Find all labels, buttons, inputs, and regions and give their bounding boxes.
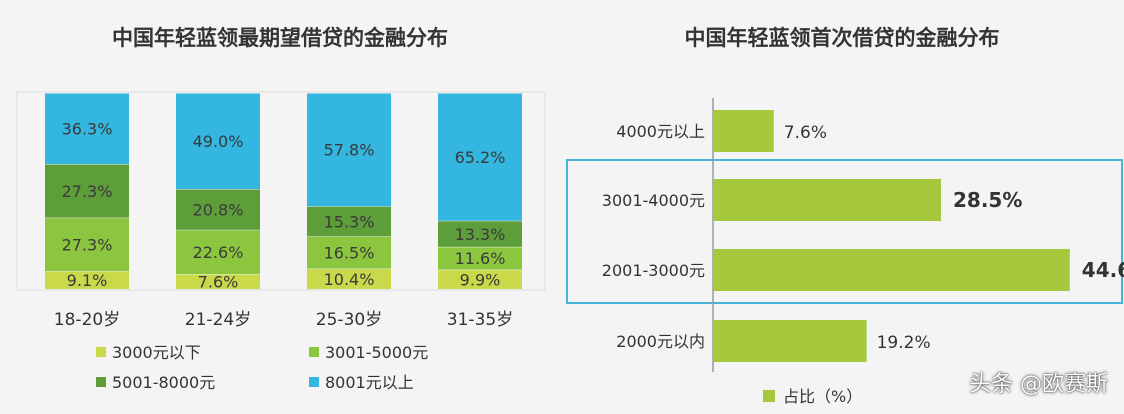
data-label: 36.3%	[62, 120, 113, 139]
bar-segment	[438, 269, 522, 289]
data-label: 13.3%	[455, 225, 506, 244]
category-label: 2001-3000元	[602, 261, 705, 280]
data-label: 22.6%	[193, 243, 244, 262]
legend-label: 5001-8000元	[112, 373, 215, 392]
bar-segment	[45, 217, 129, 272]
horizontal-bar-chart: 4000元以上 7.6% 3001-4000元 28.5% 2001-3000元 44.6…	[566, 98, 1124, 406]
category-label: 21-24岁	[185, 310, 251, 330]
data-label: 57.8%	[324, 141, 375, 160]
data-label: 20.8%	[193, 200, 244, 219]
bar-segment	[45, 93, 129, 165]
legend-swatch	[763, 390, 775, 402]
data-label: 10.4%	[324, 270, 375, 289]
legend-label: 8001元以上	[325, 373, 414, 392]
stacked-chart-title: 中国年轻蓝领最期望借贷的金融分布	[112, 26, 448, 50]
bar-segment	[307, 93, 391, 207]
legend-label: 3001-5000元	[325, 343, 428, 362]
data-label: 28.5%	[953, 188, 1022, 212]
data-label: 15.3%	[324, 212, 375, 231]
bar-segment	[45, 164, 129, 218]
data-label: 19.2%	[877, 333, 931, 353]
stacked-bar-chart: 9.1% 27.3% 27.3% 36.3% 18-20岁 7.6% 22.6% 20.8% 4…	[16, 91, 546, 392]
bar-segment	[307, 236, 391, 269]
bar	[713, 179, 941, 221]
bar-segment	[307, 268, 391, 289]
bar	[713, 320, 867, 362]
bar-segment	[307, 206, 391, 237]
category-label: 3001-4000元	[602, 191, 705, 210]
bar-segment	[438, 246, 522, 270]
legend-label: 3000元以下	[112, 343, 201, 362]
bar-segment	[176, 229, 260, 275]
data-label: 9.1%	[67, 271, 108, 290]
data-label: 11.6%	[455, 249, 506, 268]
data-label: 27.3%	[62, 182, 113, 201]
data-label: 65.2%	[455, 148, 506, 167]
bar	[713, 249, 1070, 291]
data-label: 9.9%	[460, 270, 501, 289]
category-label: 4000元以上	[616, 122, 705, 141]
horizontal-chart-panel: 中国年轻蓝领首次借贷的金融分布 4000元以上 7.6% 3001-4000元 28.…	[560, 0, 1124, 414]
data-label: 7.6%	[784, 123, 827, 143]
highlight-box	[566, 159, 1123, 304]
data-label: 44.6%	[1082, 258, 1124, 282]
bar-segment	[45, 271, 129, 289]
category-label: 18-20岁	[54, 310, 120, 330]
bar-segment	[438, 93, 522, 221]
bar-segment	[176, 93, 260, 190]
bar-segment	[176, 274, 260, 289]
legend-swatch	[309, 377, 319, 387]
watermark-text: 头条 @欧赛斯	[969, 372, 1108, 397]
bar-segment	[176, 189, 260, 230]
legend-swatch	[96, 347, 106, 357]
horizontal-chart-title: 中国年轻蓝领首次借贷的金融分布	[684, 26, 1000, 50]
category-label: 31-35岁	[447, 310, 513, 330]
bar-segment	[438, 220, 522, 247]
legend-swatch	[309, 347, 319, 357]
category-label: 2000元以内	[616, 332, 705, 351]
data-label: 7.6%	[198, 273, 239, 292]
data-label: 16.5%	[324, 243, 375, 262]
data-label: 27.3%	[62, 235, 113, 254]
plot-frame	[16, 91, 546, 291]
data-label: 49.0%	[193, 132, 244, 151]
category-label: 25-30岁	[316, 310, 382, 330]
legend-label: 占比（%）	[783, 387, 862, 406]
legend-swatch	[96, 377, 106, 387]
bar	[713, 110, 774, 152]
stacked-chart-panel: 中国年轻蓝领最期望借贷的金融分布 9.1% 27.3% 27.3% 36.3% 18-2…	[0, 0, 560, 414]
